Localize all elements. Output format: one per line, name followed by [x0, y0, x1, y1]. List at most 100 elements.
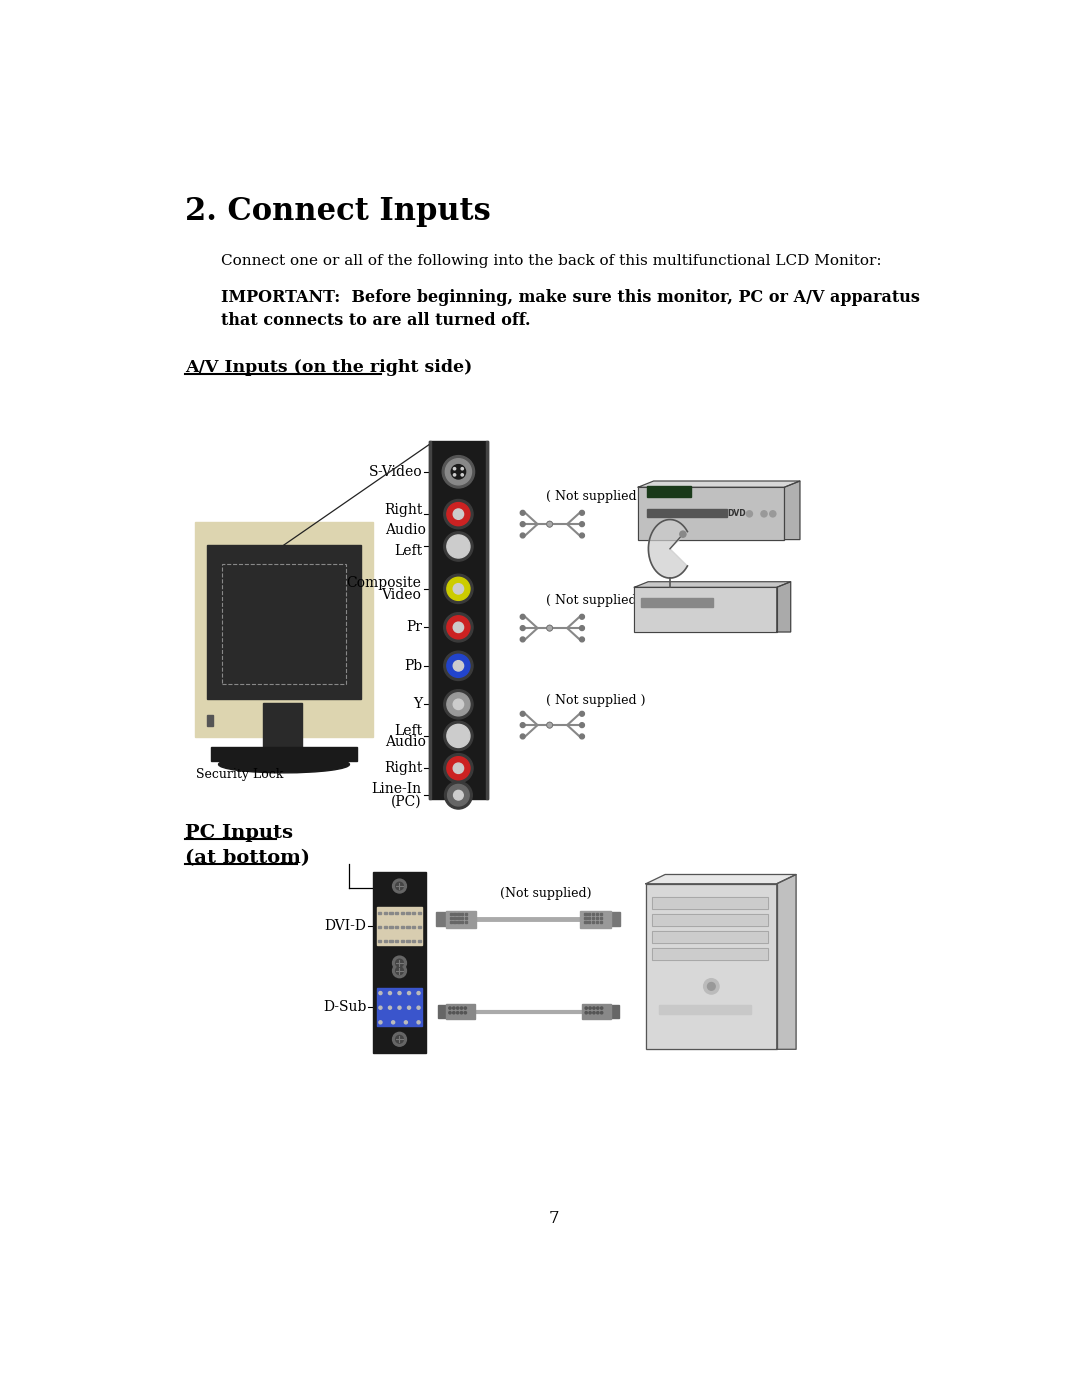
Bar — [634, 587, 777, 631]
Circle shape — [457, 1011, 459, 1014]
Circle shape — [404, 1021, 407, 1024]
Text: Right: Right — [384, 761, 422, 775]
Bar — [652, 914, 768, 926]
Bar — [465, 921, 468, 923]
Bar — [373, 872, 427, 1053]
Circle shape — [580, 510, 584, 515]
Circle shape — [454, 763, 463, 774]
Text: 2. Connect Inputs: 2. Connect Inputs — [186, 196, 491, 226]
Circle shape — [392, 1032, 406, 1046]
Circle shape — [395, 967, 403, 975]
Text: S-Video: S-Video — [369, 465, 422, 479]
Bar — [465, 916, 468, 919]
Bar — [596, 921, 598, 923]
Circle shape — [454, 731, 463, 740]
Bar — [652, 930, 768, 943]
Bar — [454, 921, 456, 923]
Text: D-Sub: D-Sub — [323, 1000, 366, 1014]
Circle shape — [546, 722, 552, 728]
Text: Pr: Pr — [406, 620, 422, 634]
Circle shape — [548, 724, 551, 726]
Bar — [395, 940, 399, 942]
Circle shape — [746, 511, 753, 517]
Bar — [611, 1006, 619, 1018]
Bar — [646, 884, 777, 1049]
Circle shape — [521, 626, 525, 630]
Circle shape — [444, 500, 473, 529]
Circle shape — [679, 531, 686, 538]
Bar — [465, 914, 468, 915]
Circle shape — [546, 626, 552, 631]
Bar — [390, 912, 392, 914]
Polygon shape — [777, 875, 796, 1049]
Text: A/V Inputs (on the right side): A/V Inputs (on the right side) — [186, 359, 473, 376]
Text: PC Inputs: PC Inputs — [186, 824, 300, 842]
Circle shape — [548, 626, 551, 630]
Polygon shape — [777, 581, 791, 631]
Bar — [647, 486, 691, 497]
Circle shape — [457, 1007, 459, 1009]
Circle shape — [580, 733, 584, 739]
Circle shape — [596, 1007, 599, 1009]
Bar — [461, 914, 463, 915]
Text: that connects to are all turned off.: that connects to are all turned off. — [220, 313, 530, 330]
Circle shape — [454, 509, 463, 520]
Circle shape — [454, 541, 463, 552]
Bar — [406, 926, 409, 928]
Bar — [390, 926, 392, 928]
Bar — [207, 715, 213, 726]
Circle shape — [521, 711, 525, 717]
Bar — [418, 940, 421, 942]
Bar — [195, 522, 373, 738]
Circle shape — [447, 654, 470, 678]
Circle shape — [444, 721, 473, 750]
Bar — [652, 947, 768, 960]
Circle shape — [600, 1011, 603, 1014]
Circle shape — [444, 574, 473, 604]
Text: DVI-D: DVI-D — [324, 919, 366, 933]
Circle shape — [447, 757, 470, 780]
Circle shape — [379, 1006, 382, 1009]
Circle shape — [454, 474, 456, 476]
Bar — [449, 921, 451, 923]
Circle shape — [379, 992, 382, 995]
Bar — [395, 926, 399, 928]
Bar — [457, 916, 460, 919]
Bar — [401, 926, 404, 928]
Text: ( Not supplied ): ( Not supplied ) — [545, 594, 646, 606]
Text: Right: Right — [384, 503, 422, 517]
Bar — [406, 940, 409, 942]
Circle shape — [521, 733, 525, 739]
Circle shape — [580, 615, 584, 619]
Circle shape — [761, 511, 767, 517]
Bar — [418, 926, 421, 928]
Circle shape — [464, 1007, 467, 1009]
Circle shape — [596, 1011, 599, 1014]
Bar — [378, 912, 381, 914]
Bar — [377, 907, 422, 946]
Circle shape — [454, 622, 463, 633]
Bar — [584, 914, 586, 915]
Circle shape — [407, 1006, 410, 1009]
Bar — [584, 921, 586, 923]
Bar — [377, 988, 422, 1027]
Circle shape — [447, 535, 470, 557]
Circle shape — [447, 725, 470, 747]
Circle shape — [447, 577, 470, 601]
Circle shape — [589, 1011, 591, 1014]
Circle shape — [546, 521, 552, 527]
Circle shape — [444, 532, 473, 562]
Bar — [638, 488, 784, 539]
Bar — [211, 746, 357, 760]
Circle shape — [445, 458, 472, 485]
Bar — [592, 914, 594, 915]
Circle shape — [417, 1006, 420, 1009]
Circle shape — [417, 1021, 420, 1024]
Circle shape — [442, 455, 474, 488]
Circle shape — [454, 698, 463, 710]
Circle shape — [449, 1007, 451, 1009]
Text: Line-In: Line-In — [370, 782, 421, 796]
Polygon shape — [648, 520, 687, 578]
Bar — [486, 441, 488, 799]
Bar — [634, 587, 777, 631]
